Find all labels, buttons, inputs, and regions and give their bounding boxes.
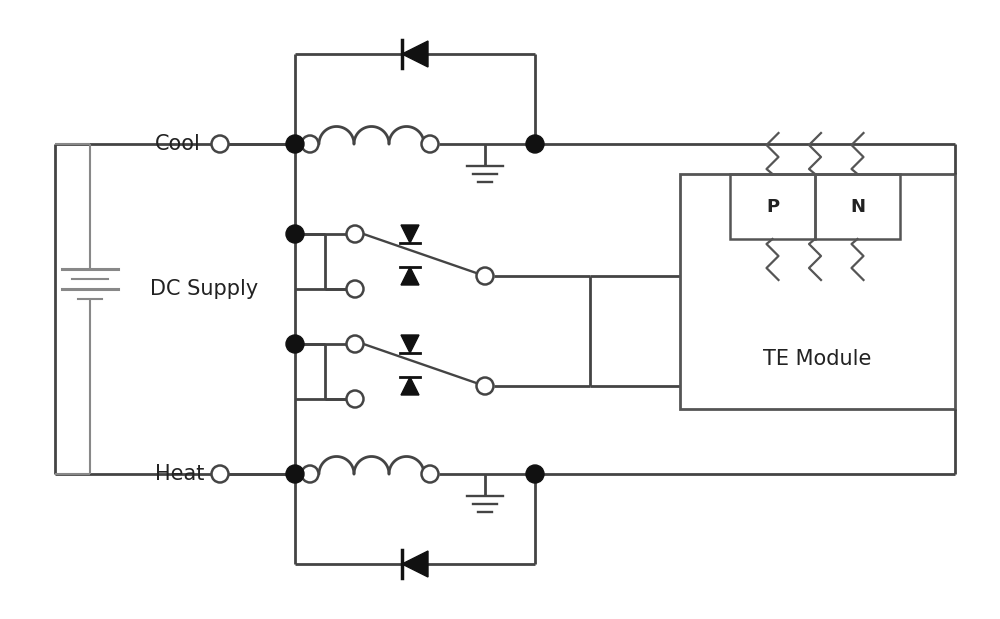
Bar (815, 174, 900, 239)
Bar (730, 174, 815, 239)
Circle shape (477, 267, 494, 285)
Bar (680, 174, 955, 409)
Polygon shape (402, 41, 428, 67)
Circle shape (286, 335, 304, 353)
Circle shape (347, 225, 364, 243)
Polygon shape (401, 377, 419, 395)
Text: TE Module: TE Module (763, 349, 872, 369)
Text: Heat: Heat (155, 464, 204, 484)
Circle shape (347, 280, 364, 298)
Text: DC Supply: DC Supply (150, 279, 258, 299)
Circle shape (302, 136, 319, 152)
Polygon shape (402, 551, 428, 577)
Circle shape (286, 135, 304, 153)
Circle shape (347, 335, 364, 352)
Polygon shape (401, 225, 419, 243)
Polygon shape (401, 267, 419, 285)
Circle shape (422, 465, 439, 482)
Circle shape (302, 465, 319, 482)
Circle shape (286, 225, 304, 243)
Text: P: P (766, 197, 779, 215)
Circle shape (212, 136, 229, 152)
Circle shape (286, 465, 304, 483)
Circle shape (422, 136, 439, 152)
Text: N: N (850, 197, 865, 215)
Circle shape (526, 135, 544, 153)
Circle shape (526, 465, 544, 483)
Circle shape (347, 391, 364, 407)
Text: Cool: Cool (155, 134, 201, 154)
Circle shape (477, 378, 494, 394)
Circle shape (212, 465, 229, 482)
Polygon shape (401, 335, 419, 353)
